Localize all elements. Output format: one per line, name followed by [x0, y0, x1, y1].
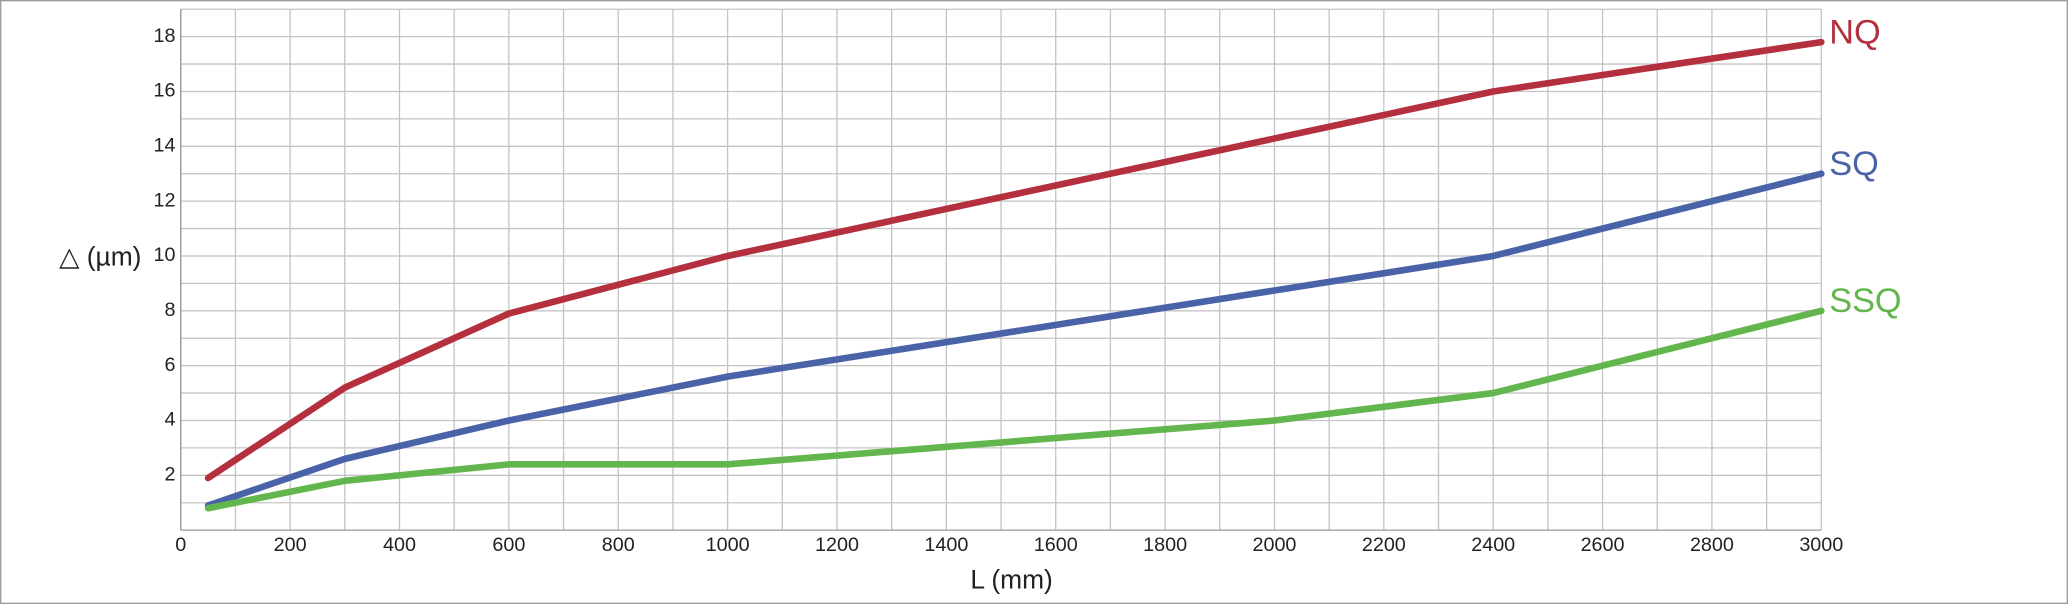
x-tick-label: 400	[383, 534, 416, 556]
y-tick-label: 2	[164, 464, 175, 486]
x-tick-label: 1000	[706, 534, 750, 556]
series-label: NQ	[1829, 13, 1880, 51]
series-line	[204, 38, 1825, 482]
series-label: SSQ	[1829, 282, 1901, 320]
y-tick-label: 16	[153, 80, 175, 102]
x-tick-label: 2800	[1690, 534, 1734, 556]
x-tick-label: 0	[175, 534, 186, 556]
series-line	[204, 170, 1825, 509]
x-tick-label: 200	[274, 534, 307, 556]
x-tick-label: 2200	[1362, 534, 1406, 556]
y-tick-label: 12	[153, 189, 175, 211]
x-tick-label: 3000	[1799, 534, 1843, 556]
x-tick-label: 2000	[1252, 534, 1296, 556]
x-tick-label: 1800	[1143, 534, 1187, 556]
x-tick-label: 1200	[815, 534, 859, 556]
x-tick-label: 1400	[924, 534, 968, 556]
x-tick-label: 600	[492, 534, 525, 556]
y-tick-label: 18	[153, 25, 175, 47]
y-tick-label: 10	[153, 244, 175, 266]
y-axis-label: △ (µm)	[59, 241, 141, 271]
series-label: SQ	[1829, 145, 1879, 183]
x-tick-label: 800	[602, 534, 635, 556]
y-tick-label: 6	[164, 354, 175, 376]
y-tick-label: 14	[153, 135, 175, 157]
y-tick-label: 4	[164, 409, 175, 431]
series-line	[204, 307, 1825, 512]
x-tick-label: 1600	[1034, 534, 1078, 556]
x-tick-label: 2600	[1581, 534, 1625, 556]
x-tick-label: 2400	[1471, 534, 1515, 556]
x-axis-label: L (mm)	[970, 565, 1052, 595]
y-tick-label: 8	[164, 299, 175, 321]
